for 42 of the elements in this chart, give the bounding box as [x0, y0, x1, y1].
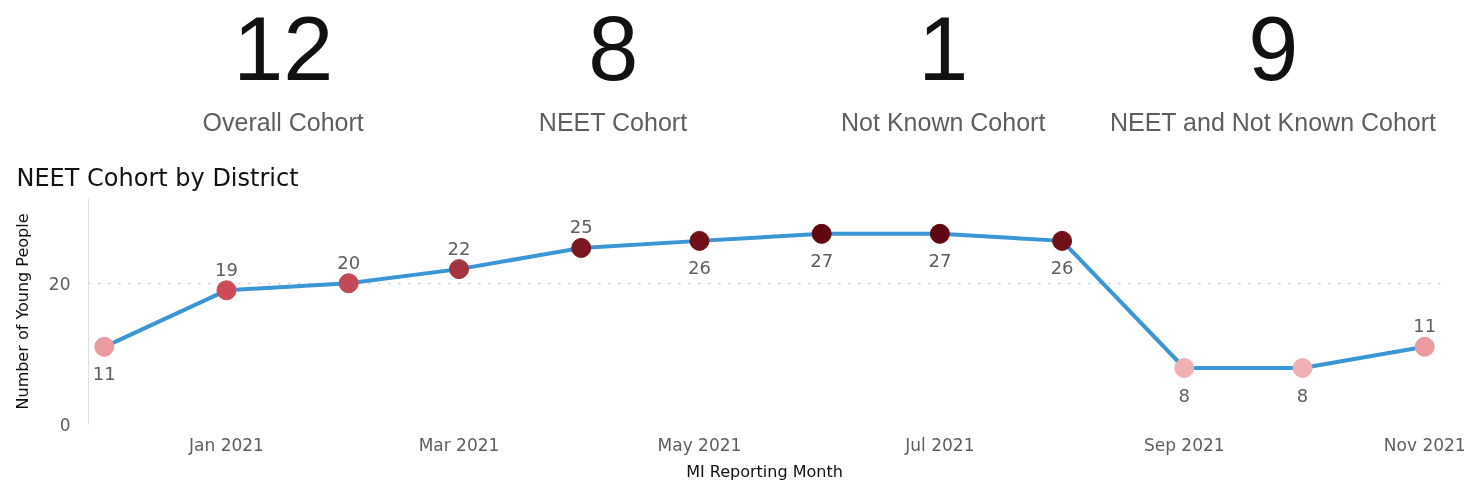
text: 1	[918, 0, 969, 99]
data-label: 8	[1296, 384, 1309, 406]
text: NEET and Not Known Cohort	[1109, 107, 1437, 136]
point	[571, 237, 592, 258]
x-tick-label: Mar 2021	[418, 434, 500, 455]
point	[449, 259, 470, 280]
y-tick-label: 0	[59, 415, 71, 435]
data-label: 19	[215, 258, 238, 280]
data-label: 8	[1178, 384, 1191, 406]
chart-title: NEET Cohort by District	[16, 163, 299, 192]
point	[216, 280, 237, 301]
point	[338, 273, 359, 294]
data-label: 27	[810, 250, 834, 272]
data-label: 20	[337, 251, 361, 273]
data-label: 27	[928, 250, 952, 272]
point	[929, 223, 950, 244]
text: 12	[233, 0, 334, 99]
text: Overall Cohort	[202, 107, 364, 136]
y-axis-title: Number of Young People	[12, 213, 32, 410]
data-label: 26	[688, 257, 711, 279]
data-label: 11	[92, 363, 116, 385]
point	[1292, 358, 1313, 378]
data-label: 22	[447, 237, 471, 259]
point	[1052, 230, 1073, 251]
data-label: 25	[569, 216, 593, 238]
text: Not Known Cohort	[841, 107, 1046, 136]
point	[689, 230, 710, 251]
x-tick-label: Sep 2021	[1143, 434, 1225, 455]
text: 8	[588, 0, 639, 99]
data-label: 26	[1050, 257, 1074, 279]
x-tick-label: Jul 2021	[904, 434, 975, 455]
text: 9	[1248, 0, 1299, 99]
point	[94, 336, 115, 357]
x-tick-label: May 2021	[657, 434, 742, 455]
text: NEET Cohort	[538, 107, 688, 136]
x-tick-label: Jan 2021	[188, 434, 264, 455]
point	[811, 223, 832, 244]
x-axis-title: MI Reporting Month	[686, 461, 843, 481]
x-tick-label: Nov 2021	[1383, 434, 1466, 455]
data-label: 11	[1413, 315, 1437, 337]
point	[1174, 358, 1195, 378]
point	[1414, 336, 1435, 357]
